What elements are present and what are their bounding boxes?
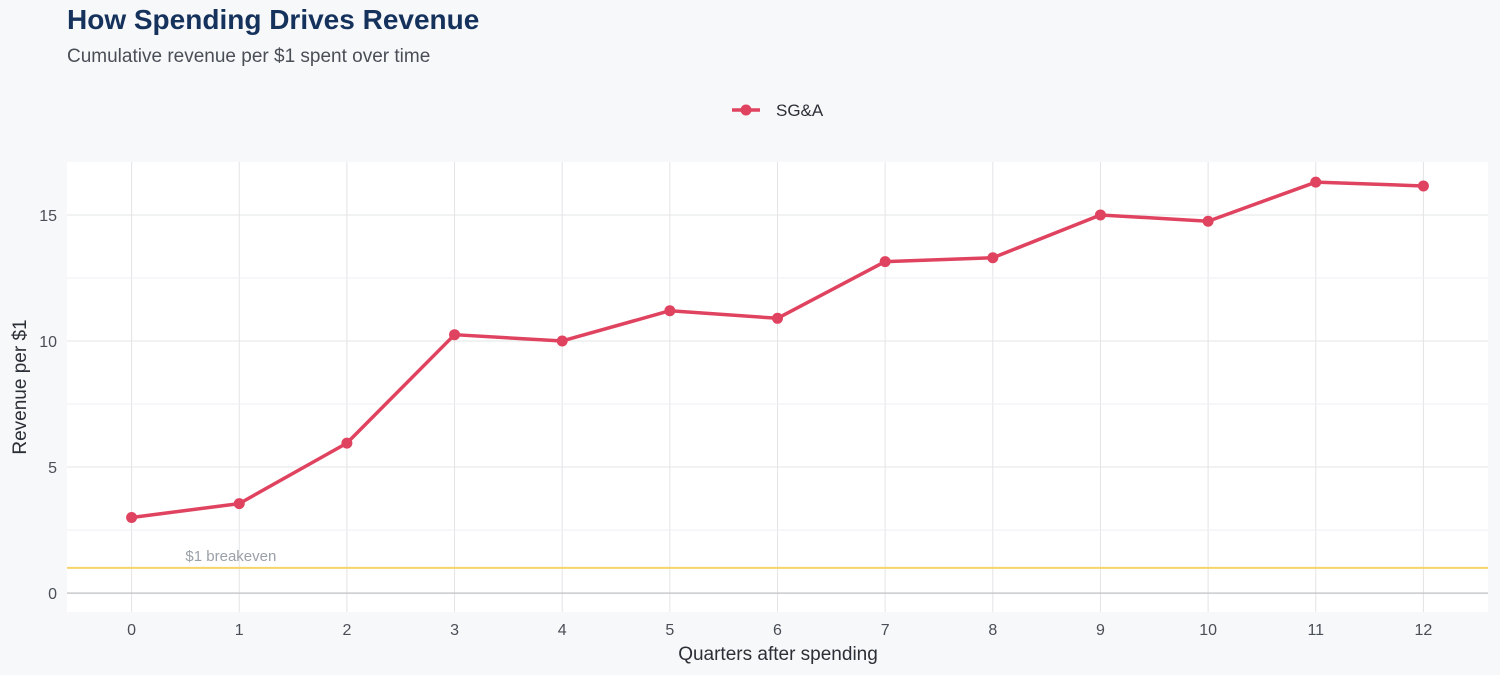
y-axis-ticks: 0 5 10 15 bbox=[39, 208, 57, 603]
y-tick-label: 0 bbox=[48, 586, 57, 603]
data-point bbox=[879, 256, 891, 268]
x-tick-label: 9 bbox=[1096, 622, 1105, 639]
chart-title: How Spending Drives Revenue bbox=[67, 4, 480, 35]
data-point bbox=[1417, 180, 1429, 192]
data-point bbox=[1202, 215, 1214, 227]
data-point bbox=[556, 335, 568, 347]
x-tick-label: 10 bbox=[1199, 622, 1217, 639]
y-tick-label: 5 bbox=[48, 460, 57, 477]
data-point bbox=[233, 498, 245, 510]
legend: SG&A bbox=[732, 101, 824, 120]
data-point bbox=[772, 312, 783, 324]
x-tick-label: 7 bbox=[881, 622, 890, 639]
x-tick-label: 3 bbox=[450, 622, 459, 639]
x-tick-label: 12 bbox=[1415, 622, 1433, 639]
y-axis-title: Revenue per $1 bbox=[10, 319, 31, 454]
data-point bbox=[126, 511, 138, 523]
legend-label: SG&A bbox=[776, 101, 824, 120]
data-point bbox=[449, 329, 461, 341]
series-layer bbox=[126, 176, 1429, 523]
x-tick-label: 6 bbox=[773, 622, 782, 639]
y-tick-label: 10 bbox=[39, 334, 57, 351]
x-tick-label: 5 bbox=[665, 622, 674, 639]
data-point bbox=[987, 252, 999, 264]
gridlines bbox=[67, 162, 1488, 612]
y-tick-label: 15 bbox=[39, 208, 57, 225]
x-tick-label: 11 bbox=[1307, 622, 1324, 639]
x-tick-label: 4 bbox=[558, 622, 567, 639]
x-tick-label: 1 bbox=[235, 622, 244, 639]
x-tick-label: 2 bbox=[342, 622, 351, 639]
x-tick-label: 8 bbox=[988, 622, 997, 639]
chart-subtitle: Cumulative revenue per $1 spent over tim… bbox=[67, 46, 431, 67]
x-axis-ticks: 0 1 2 3 4 5 6 7 8 9 10 11 12 bbox=[127, 622, 1432, 639]
x-tick-label: 0 bbox=[127, 622, 136, 639]
data-point bbox=[1094, 209, 1106, 221]
breakeven-label: $1 breakeven bbox=[185, 548, 276, 565]
x-axis-title: Quarters after spending bbox=[678, 644, 878, 665]
legend-key-marker bbox=[740, 104, 752, 116]
data-point bbox=[1310, 176, 1322, 188]
data-point bbox=[341, 437, 353, 449]
data-point bbox=[664, 305, 676, 317]
